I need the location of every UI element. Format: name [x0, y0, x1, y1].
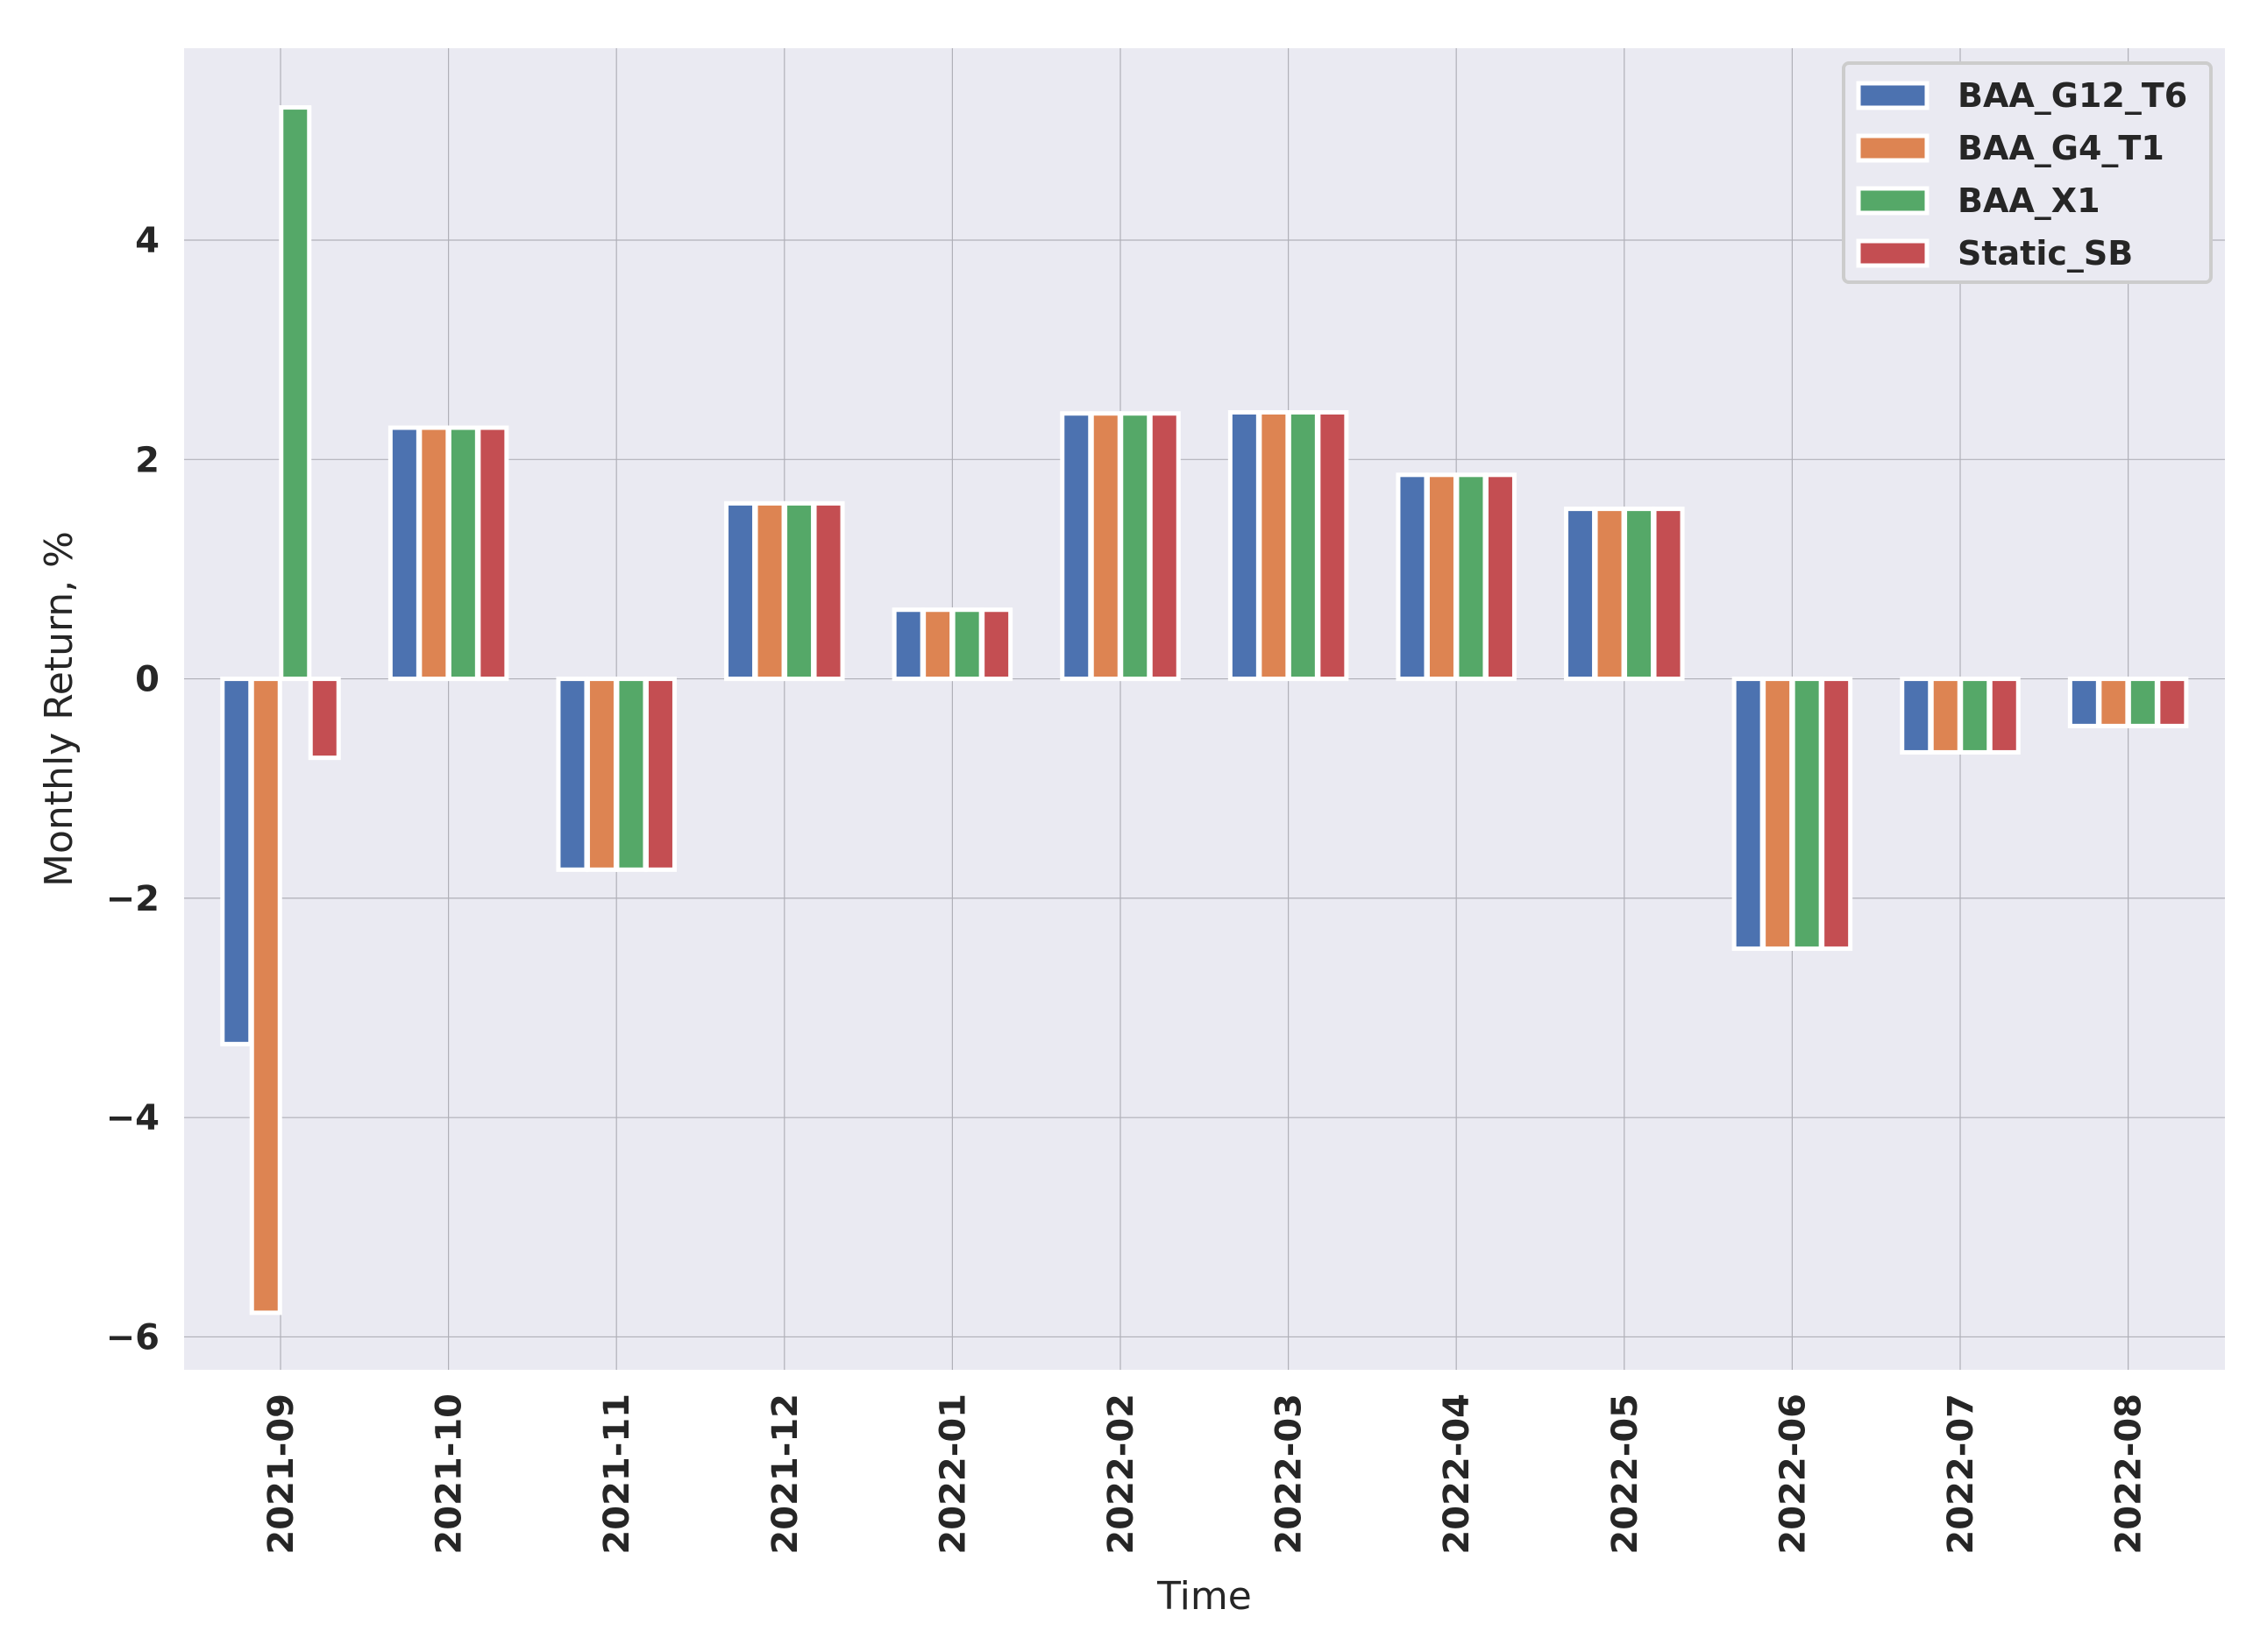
legend-label-BAA_G12_T6: BAA_G12_T6	[1958, 76, 2187, 115]
bar-Static_SB-2022-08	[2156, 677, 2189, 728]
bar-BAA_X1-2022-08	[2126, 677, 2159, 728]
x-tick-label: 2021-10	[430, 1393, 470, 1555]
x-tick-label: 2022-03	[1269, 1393, 1310, 1555]
legend-label-BAA_G4_T1: BAA_G4_T1	[1958, 129, 2164, 167]
bar-BAA_G4_T1-2021-11	[585, 677, 618, 872]
legend-label-BAA_X1: BAA_X1	[1958, 181, 2100, 220]
bar-BAA_G12_T6-2022-05	[1564, 507, 1597, 682]
bar-BAA_X1-2022-01	[950, 607, 984, 682]
y-tick-label: 4	[135, 221, 160, 261]
bar-BAA_X1-2022-06	[1790, 677, 1823, 951]
bar-BAA_X1-2022-03	[1286, 409, 1319, 682]
x-tick-label: 2021-09	[261, 1393, 302, 1555]
y-tick-label: −6	[106, 1317, 160, 1358]
x-tick-label: 2022-04	[1437, 1393, 1477, 1555]
x-axis-label: Time	[1156, 1574, 1252, 1619]
grid-lines	[184, 48, 2225, 1370]
bar-BAA_X1-2022-05	[1623, 507, 1656, 682]
bar-Static_SB-2022-01	[980, 607, 1013, 682]
bar-BAA_G12_T6-2021-12	[724, 500, 757, 682]
bar-BAA_X1-2021-12	[783, 500, 816, 682]
bar-Static_SB-2021-11	[643, 677, 677, 872]
bar-BAA_G4_T1-2022-01	[921, 607, 955, 682]
bar-BAA_G4_T1-2021-12	[753, 500, 786, 682]
bar-BAA_G4_T1-2022-07	[1929, 677, 1962, 755]
bar-BAA_X1-2022-04	[1454, 472, 1488, 682]
bar-Static_SB-2021-10	[476, 425, 509, 682]
bar-Static_SB-2022-04	[1483, 472, 1517, 682]
legend-swatch-Static_SB	[1856, 238, 1930, 268]
legend-box	[1842, 61, 2213, 284]
bar-BAA_G12_T6-2022-08	[2067, 677, 2100, 728]
bar-Static_SB-2022-03	[1316, 409, 1349, 682]
bar-BAA_X1-2021-10	[446, 425, 480, 682]
x-tick-label: 2022-08	[2109, 1393, 2150, 1555]
x-tick-label: 2022-07	[1941, 1393, 1981, 1555]
bar-BAA_G12_T6-2021-09	[220, 677, 253, 1046]
bar-BAA_G4_T1-2022-03	[1257, 409, 1290, 682]
bar-BAA_G12_T6-2021-11	[556, 677, 589, 872]
y-tick-label: 2	[135, 440, 160, 480]
x-tick-label: 2021-12	[765, 1393, 806, 1555]
bar-BAA_G4_T1-2022-08	[2097, 677, 2130, 728]
bar-Static_SB-2022-02	[1148, 411, 1181, 682]
bar-BAA_X1-2021-11	[615, 677, 648, 872]
bar-BAA_G12_T6-2022-01	[892, 607, 925, 682]
bar-BAA_G4_T1-2022-04	[1425, 472, 1458, 682]
bar-Static_SB-2022-06	[1820, 677, 1853, 951]
legend-swatch-BAA_G12_T6	[1856, 81, 1930, 110]
bar-BAA_G4_T1-2022-06	[1761, 677, 1794, 951]
bar-BAA_G4_T1-2022-05	[1593, 507, 1626, 682]
bar-BAA_X1-2022-02	[1119, 411, 1152, 682]
bars	[220, 105, 2189, 1315]
bar-BAA_G4_T1-2021-09	[249, 677, 282, 1315]
bar-Static_SB-2021-09	[308, 677, 341, 761]
legend-label-Static_SB: Static_SB	[1958, 234, 2133, 273]
bar-BAA_G12_T6-2022-06	[1731, 677, 1765, 951]
legend: BAA_G12_T6 BAA_G4_T1 BAA_X1 Static_SB	[1842, 61, 2213, 284]
bar-Static_SB-2021-12	[812, 500, 845, 682]
x-tick-label: 2022-01	[933, 1393, 973, 1555]
x-tick-label: 2021-11	[597, 1393, 637, 1555]
bar-BAA_G4_T1-2021-10	[417, 425, 451, 682]
bar-BAA_G12_T6-2022-07	[1900, 677, 1933, 755]
x-tick-label: 2022-06	[1773, 1393, 1813, 1555]
bar-BAA_X1-2021-09	[279, 105, 312, 682]
bar-Static_SB-2022-05	[1652, 507, 1685, 682]
y-tick-label: −2	[106, 879, 160, 919]
legend-swatch-BAA_X1	[1856, 186, 1930, 216]
y-axis-label: Monthly Return, %	[37, 531, 82, 887]
bar-BAA_G12_T6-2022-02	[1060, 411, 1093, 682]
bar-BAA_X1-2022-07	[1958, 677, 1992, 755]
bar-BAA_G12_T6-2022-04	[1396, 472, 1429, 682]
x-tick-labels: 2021-09 2021-10 2021-11 2021-12 2022-01 2022-…	[261, 1393, 2150, 1555]
bar-BAA_G12_T6-2022-03	[1227, 409, 1261, 682]
x-tick-label: 2022-02	[1101, 1393, 1141, 1555]
bar-BAA_G4_T1-2022-02	[1089, 411, 1122, 682]
bar-BAA_G12_T6-2021-10	[387, 425, 421, 682]
bar-Static_SB-2022-07	[1987, 677, 2021, 755]
y-tick-label: 0	[135, 660, 160, 700]
y-tick-labels: −6 −4 −2 0 2 4	[106, 221, 160, 1358]
legend-swatch-BAA_G4_T1	[1856, 133, 1930, 163]
x-tick-label: 2022-05	[1605, 1393, 1645, 1555]
y-tick-label: −4	[106, 1098, 160, 1138]
